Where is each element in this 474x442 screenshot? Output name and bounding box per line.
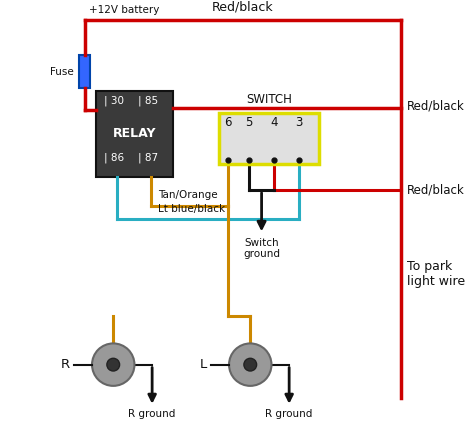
Text: 4: 4 bbox=[270, 116, 278, 129]
Bar bbox=[79, 55, 90, 88]
Text: | 85: | 85 bbox=[138, 96, 158, 107]
Text: To park
light wire: To park light wire bbox=[407, 260, 465, 288]
Text: R: R bbox=[61, 358, 70, 371]
Text: | 30: | 30 bbox=[103, 96, 124, 107]
Text: | 86: | 86 bbox=[103, 152, 124, 163]
Text: Switch
ground: Switch ground bbox=[243, 238, 280, 259]
Text: R ground: R ground bbox=[265, 409, 313, 419]
Text: Red/black: Red/black bbox=[212, 0, 273, 13]
Text: | 87: | 87 bbox=[138, 152, 158, 163]
Text: +12V battery: +12V battery bbox=[89, 5, 159, 15]
Bar bbox=[219, 113, 319, 164]
Text: RELAY: RELAY bbox=[112, 127, 156, 140]
Text: 3: 3 bbox=[295, 116, 302, 129]
Text: 6: 6 bbox=[225, 116, 232, 129]
Text: SWITCH: SWITCH bbox=[246, 93, 292, 106]
Circle shape bbox=[107, 358, 119, 371]
Bar bbox=[96, 91, 173, 177]
Text: L: L bbox=[200, 358, 207, 371]
Text: Lt blue/black: Lt blue/black bbox=[158, 204, 225, 214]
Text: Fuse: Fuse bbox=[50, 67, 73, 77]
Text: R ground: R ground bbox=[128, 409, 176, 419]
Circle shape bbox=[229, 343, 272, 386]
Text: Red/black: Red/black bbox=[407, 183, 465, 197]
Text: Tan/Orange: Tan/Orange bbox=[158, 190, 218, 200]
Text: Red/black: Red/black bbox=[407, 99, 465, 113]
Circle shape bbox=[244, 358, 256, 371]
Text: 5: 5 bbox=[246, 116, 253, 129]
Circle shape bbox=[92, 343, 135, 386]
